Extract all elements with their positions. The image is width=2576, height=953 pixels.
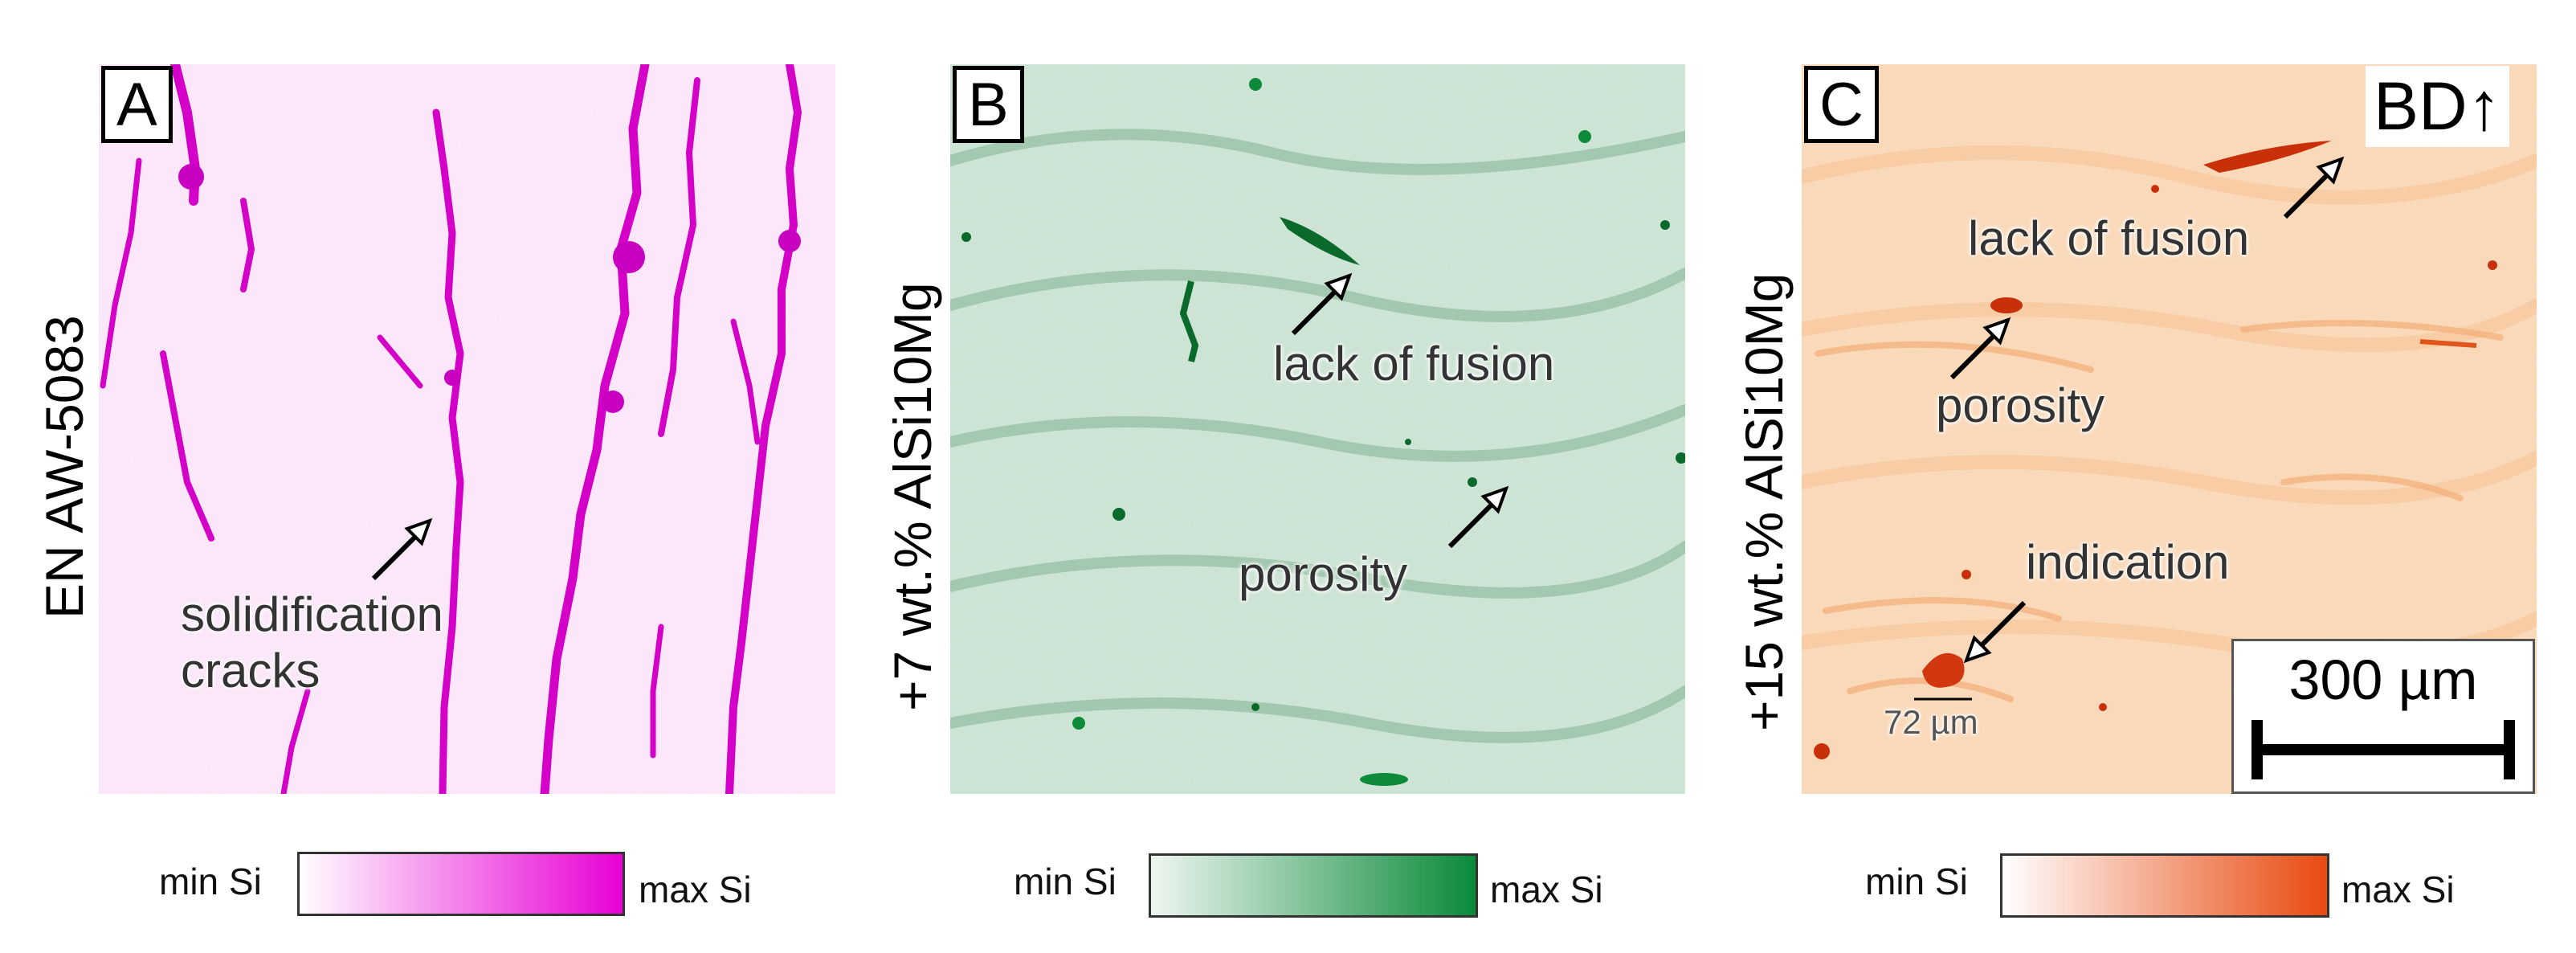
scale-bar-cap-left — [2251, 720, 2263, 779]
panel-c-annotation-porosity: porosity — [1936, 378, 2105, 432]
colorbar-b-min-label: min Si — [1014, 861, 1117, 902]
colorbar-c — [2000, 853, 2329, 918]
build-direction-label: BD↑ — [2366, 66, 2509, 147]
panel-c-side-label: +15 wt.% AlSi10Mg — [1734, 272, 1794, 731]
scale-bar-label: 300 µm — [2288, 648, 2478, 711]
panel-a-annotation-cracks: cracks — [181, 644, 320, 697]
up-arrow-icon: ↑ — [2467, 68, 2501, 144]
panel-b-arrow-icon-porosity — [1447, 485, 1509, 549]
panel-b-annotation-lack-of-fusion: lack of fusion — [1273, 337, 1555, 391]
colorbar-b-max-label: max Si — [1490, 869, 1603, 910]
panel-a-side-label: EN AW-5083 — [35, 315, 94, 619]
scale-bar-line — [2251, 744, 2515, 755]
panel-b-annotation-porosity: porosity — [1239, 547, 1408, 601]
panel-a-micrograph — [99, 64, 835, 794]
panel-b-badge: B — [953, 66, 1024, 143]
panel-a-arrow-icon — [371, 517, 433, 581]
colorbar-a — [297, 852, 625, 916]
build-direction-text: BD — [2374, 68, 2468, 144]
panel-c-annotation-indication: indication — [2026, 535, 2230, 589]
panel-b-arrow-icon-lack-of-fusion — [1291, 272, 1353, 336]
panel-b-image — [950, 64, 1685, 794]
scale-bar-box: 300 µm — [2231, 639, 2535, 794]
panel-a-badge: A — [101, 66, 173, 143]
panel-b-micrograph — [950, 64, 1685, 794]
panel-b-side-label: +7 wt.% AlSi10Mg — [883, 282, 942, 711]
colorbar-a-min-label: min Si — [159, 861, 262, 902]
colorbar-c-min-label: min Si — [1865, 861, 1968, 902]
panel-c-arrow-icon-porosity — [1949, 317, 2011, 380]
panel-a-annotation-solidification: solidification — [181, 587, 443, 641]
panel-c-arrow-icon-indication — [1963, 600, 2027, 664]
colorbar-c-max-label: max Si — [2341, 869, 2455, 910]
panel-c-annotation-feature-size: 72 µm — [1884, 703, 1978, 741]
colorbar-a-max-label: max Si — [639, 869, 752, 910]
panel-a-image — [99, 64, 835, 794]
panel-c-annotation-lack-of-fusion: lack of fusion — [1968, 211, 2250, 265]
panel-c-arrow-icon-lack-of-fusion — [2283, 156, 2345, 219]
panel-c-badge: C — [1804, 66, 1879, 143]
scale-bar-cap-right — [2504, 720, 2515, 779]
colorbar-b — [1149, 853, 1478, 918]
